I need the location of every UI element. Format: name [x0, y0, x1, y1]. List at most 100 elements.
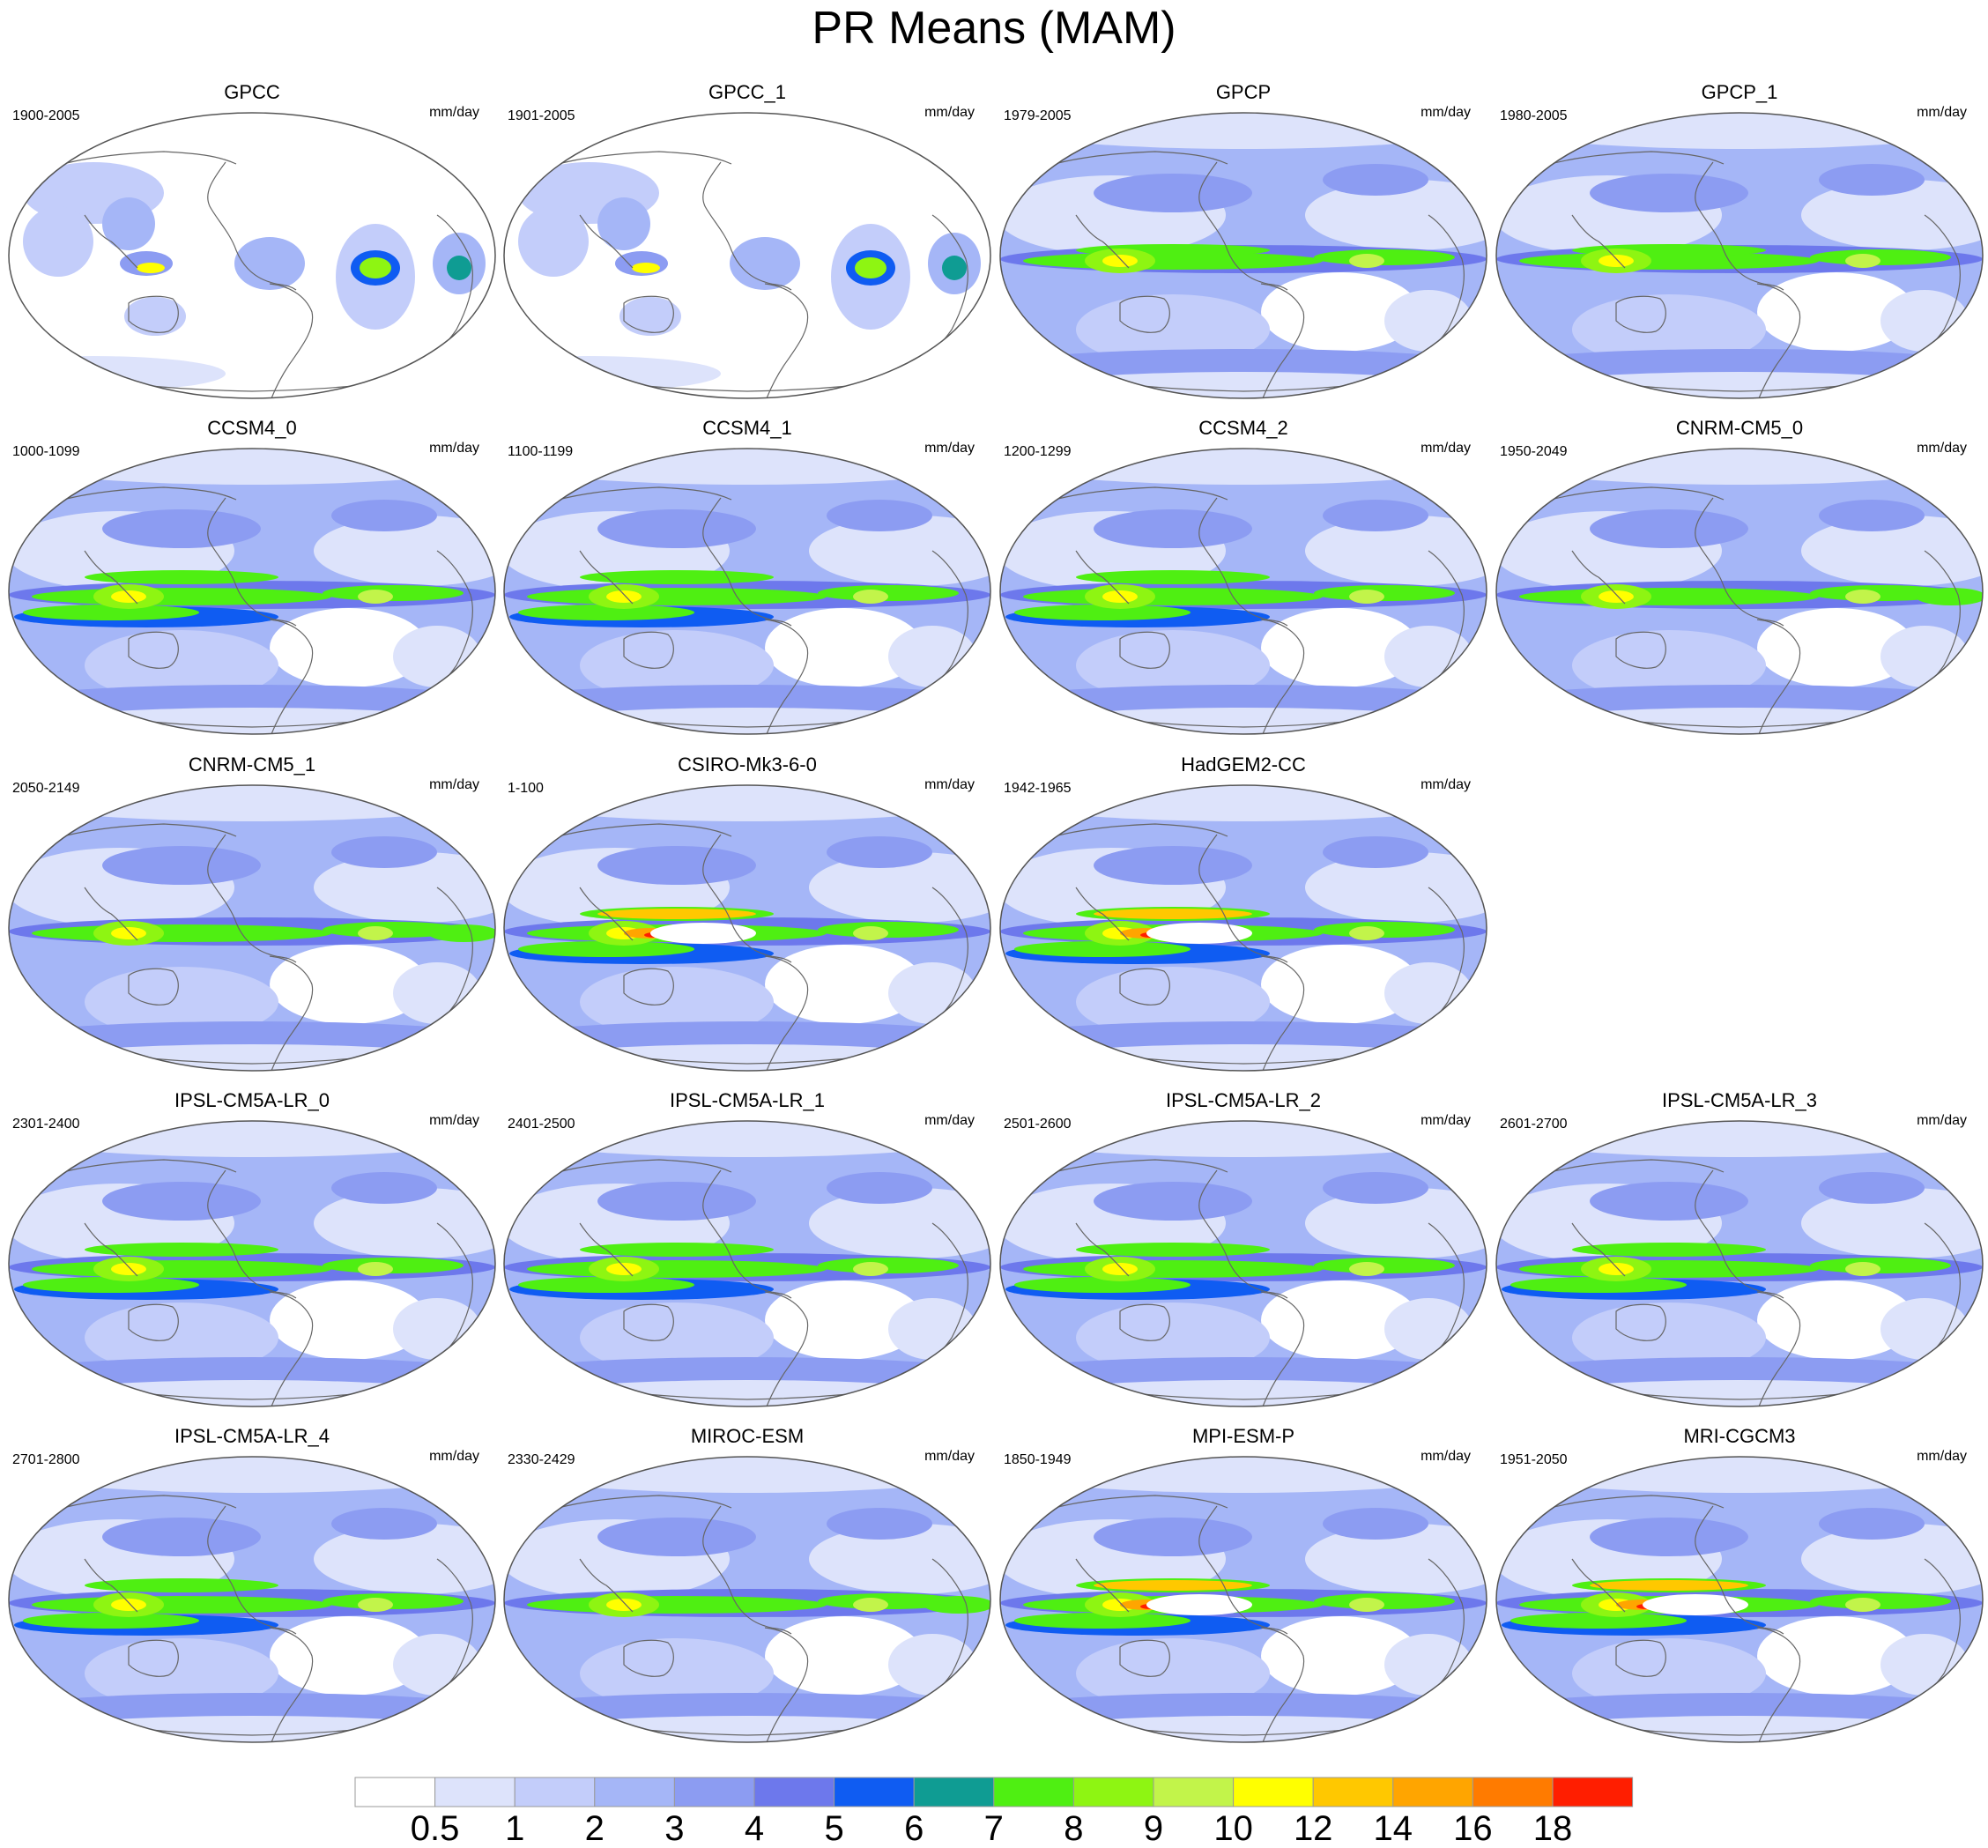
- coastline: [207, 1169, 297, 1299]
- coastline: [84, 550, 138, 605]
- storm-track: [1323, 1172, 1428, 1204]
- dry-zone: [314, 1188, 495, 1258]
- itcz-north-core: [597, 909, 756, 919]
- itcz-band: [323, 922, 464, 938]
- coastline: [207, 1505, 297, 1635]
- storm-track: [1005, 1357, 1481, 1389]
- storm-track: [1819, 1508, 1925, 1540]
- map-panel: MIROC-ESM 2330-2429 mm/day: [501, 1425, 994, 1747]
- colorbar-swatch: [993, 1777, 1074, 1807]
- panel-period: 1950-2049: [1500, 444, 1568, 459]
- map-plot: [8, 1456, 496, 1743]
- coastline: [269, 619, 314, 734]
- panel-period: 2501-2600: [1004, 1117, 1072, 1132]
- warm-pool: [606, 1599, 642, 1611]
- coastline: [1615, 295, 1666, 333]
- panel-period: 1000-1099: [12, 444, 80, 459]
- panel-period: 1980-2005: [1500, 108, 1568, 123]
- coastline: [1756, 619, 1801, 734]
- dry-zone: [85, 630, 278, 701]
- map-border: [8, 448, 496, 735]
- dry-zone: [1801, 180, 1983, 250]
- map-plot: [503, 1456, 991, 1743]
- storm-track: [102, 846, 261, 885]
- coastline: [1075, 1222, 1130, 1277]
- coastline: [1119, 295, 1170, 333]
- coastline: [1075, 550, 1130, 605]
- panel-units: mm/day: [1421, 105, 1471, 120]
- map-plot: [999, 448, 1487, 735]
- storm-track: [1094, 1182, 1252, 1221]
- storm-track: [597, 1182, 756, 1221]
- dry-zone: [1076, 1303, 1270, 1373]
- warm-pool: [1599, 590, 1634, 603]
- colorbar-swatch: [594, 1777, 675, 1807]
- coastline: [1260, 955, 1305, 1071]
- panel-period: 1-100: [508, 781, 544, 796]
- polar-zone: [1005, 1457, 1481, 1493]
- coastline: [535, 151, 732, 172]
- coastline: [535, 1495, 732, 1516]
- itcz-band: [323, 1593, 464, 1609]
- coastline: [579, 1558, 634, 1613]
- coastline: [1075, 887, 1130, 941]
- itcz-band: [1314, 1593, 1455, 1609]
- map-plot: [999, 784, 1487, 1072]
- panel-title: GPCC: [224, 81, 280, 103]
- panel-title: IPSL-CM5A-LR_0: [174, 1089, 330, 1111]
- coastline: [128, 631, 179, 669]
- itcz-band: [1314, 585, 1455, 601]
- colorbar-swatch: [1392, 1777, 1473, 1807]
- coastline: [764, 955, 809, 1071]
- coastline: [623, 631, 674, 669]
- polar-zone: [14, 785, 490, 821]
- coastline: [579, 1222, 634, 1277]
- map-plot: [1495, 112, 1984, 399]
- coastline: [40, 151, 237, 172]
- storm-track: [597, 1518, 756, 1556]
- panel-units: mm/day: [1421, 1449, 1471, 1464]
- spcz-band: [518, 605, 694, 620]
- dry-zone: [1076, 630, 1270, 701]
- spcz-band: [1014, 605, 1191, 620]
- panel-units: mm/day: [429, 777, 479, 792]
- coastline: [702, 1505, 792, 1635]
- colorbar-swatch: [1312, 1777, 1394, 1807]
- polar-zone: [1005, 449, 1481, 485]
- storm-track: [509, 685, 985, 716]
- coastline: [84, 1222, 138, 1277]
- polar-zone: [1502, 113, 1977, 149]
- storm-track: [102, 1182, 261, 1221]
- map-border: [503, 448, 991, 735]
- dry-zone: [1572, 294, 1766, 365]
- colorbar-swatch: [834, 1777, 915, 1807]
- panel-units: mm/day: [1917, 105, 1967, 120]
- map-panel: GPCC_1 1901-2005 mm/day: [501, 81, 994, 403]
- panel-period: 2701-2800: [12, 1452, 80, 1467]
- itcz-band: [32, 1260, 331, 1278]
- panel-period: 2301-2400: [12, 1117, 80, 1132]
- coastline: [1031, 823, 1228, 844]
- storm-track: [1502, 1357, 1977, 1389]
- storm-track: [827, 500, 932, 531]
- warm-pool: [1102, 590, 1138, 603]
- map-border: [503, 112, 991, 399]
- itcz-band: [32, 588, 331, 605]
- coastline: [1571, 1558, 1626, 1613]
- panel-units: mm/day: [429, 105, 479, 120]
- coastline: [1198, 161, 1288, 291]
- colorbar-label: 14: [1374, 1809, 1413, 1848]
- polar-zone: [1005, 113, 1481, 149]
- polar-zone: [509, 1121, 985, 1157]
- panel-units: mm/day: [1917, 1449, 1967, 1464]
- polar-zone: [509, 449, 985, 485]
- map-plot: [503, 784, 991, 1072]
- coastline: [1615, 1303, 1666, 1341]
- itcz-north: [580, 570, 774, 584]
- panel-units: mm/day: [924, 1113, 975, 1128]
- map-panel: HadGEM2-CC 1942-1965 mm/day: [997, 753, 1490, 1075]
- itcz-band: [1519, 588, 1819, 605]
- storm-track: [1502, 1693, 1977, 1725]
- map-plot: [503, 112, 991, 399]
- coastline: [207, 834, 297, 963]
